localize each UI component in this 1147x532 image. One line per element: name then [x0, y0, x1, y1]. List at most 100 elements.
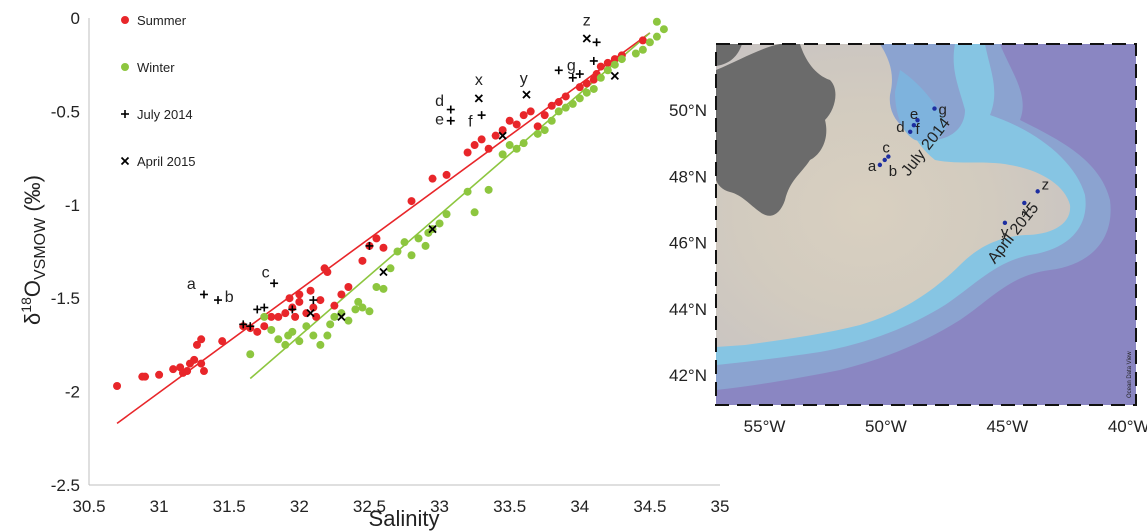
point-summer — [155, 370, 164, 379]
point-winter — [547, 116, 556, 125]
point-summer — [603, 58, 612, 67]
point-summer — [463, 148, 472, 157]
annotation-b: b — [225, 289, 234, 306]
map-lat-label: 50°N — [669, 101, 707, 120]
fit-line-summer — [116, 32, 651, 425]
point-summer — [582, 79, 591, 88]
station-dot — [915, 117, 920, 123]
y-tick-label: -1 — [65, 196, 80, 215]
x-tick-label: 34 — [570, 497, 589, 516]
point-summer — [337, 290, 346, 299]
point-winter — [596, 73, 605, 82]
point-summer — [407, 197, 416, 206]
fit-lines — [116, 32, 651, 425]
station-dot — [911, 122, 917, 128]
point-winter — [610, 60, 619, 69]
cross-mark-b — [120, 156, 130, 166]
point-winter — [498, 150, 507, 159]
point-winter — [554, 107, 563, 116]
x-tick-label: 35 — [711, 497, 730, 516]
cross-mark-b — [610, 71, 619, 81]
point-summer — [302, 309, 311, 318]
annotation-x: x — [475, 72, 483, 89]
map-credit: Ocean Data View — [1127, 351, 1133, 398]
station-label-z: z — [1042, 176, 1050, 193]
station-label-c: c — [882, 140, 890, 157]
point-winter — [638, 45, 647, 54]
map-lat-label: 42°N — [669, 366, 707, 385]
point-summer — [323, 268, 332, 277]
cross-mark-b — [582, 34, 591, 43]
annotation-z: z — [583, 12, 591, 29]
station-dot — [882, 157, 887, 163]
point-summer — [330, 301, 339, 310]
point-winter — [393, 247, 402, 256]
legend-marker — [121, 63, 129, 71]
annotation-c: c — [262, 265, 270, 282]
x-axis-label: Salinity — [369, 506, 440, 531]
x-tick-label: 30.5 — [72, 497, 105, 516]
map-lat-label: 44°N — [669, 300, 707, 319]
point-summer — [190, 355, 199, 364]
station-label-g: g — [938, 102, 946, 119]
station-label-x: x — [1022, 204, 1030, 221]
station-label-y: y — [1001, 224, 1009, 241]
point-winter — [386, 264, 395, 273]
point-summer — [312, 312, 321, 321]
point-winter — [351, 305, 360, 314]
point-summer — [372, 234, 381, 243]
point-winter — [519, 139, 528, 148]
x-tick-labels: 30.5 31 31.5 32 32.5 33 33.5 34 34.5 35 — [72, 497, 729, 516]
point-winter — [365, 307, 374, 316]
point-summer — [358, 256, 367, 265]
station-dot — [932, 106, 937, 111]
point-winter — [575, 94, 584, 103]
point-summer — [295, 290, 304, 299]
point-winter — [323, 331, 332, 340]
point-summer — [291, 312, 300, 321]
annotation-a: a — [187, 276, 196, 293]
x-tick-label: 31 — [150, 497, 169, 516]
map-lat-label: 46°N — [669, 234, 707, 253]
point-summer — [199, 367, 208, 376]
point-winter — [512, 144, 521, 153]
station-label-a: a — [868, 158, 877, 175]
point-winter — [326, 320, 335, 329]
scatter-axes — [88, 18, 720, 486]
cross-mark-b — [337, 312, 346, 322]
point-winter — [463, 187, 472, 196]
point-summer — [281, 309, 290, 318]
point-winter — [358, 303, 367, 312]
point-summer — [498, 126, 507, 135]
point-winter — [505, 141, 514, 150]
point-summer — [344, 282, 353, 291]
point-winter — [309, 331, 318, 340]
legend-label: April 2015 — [137, 154, 196, 169]
legend-marker — [121, 16, 129, 24]
point-summer — [316, 296, 325, 305]
y-tick-label: -2 — [65, 383, 80, 402]
point-winter — [533, 129, 542, 138]
map-lon-label: 50°W — [865, 417, 907, 436]
point-summer — [540, 111, 549, 120]
station-dot — [877, 162, 883, 168]
flemish-cap-basin — [895, 70, 946, 142]
point-summer — [295, 297, 304, 306]
station-label-b: b — [889, 163, 897, 180]
point-winter — [652, 32, 661, 41]
point-winter — [652, 17, 661, 26]
point-winter — [442, 210, 451, 219]
station-dot — [1002, 220, 1008, 226]
point-summer — [575, 83, 584, 92]
point-summer — [267, 312, 276, 321]
point-summer — [309, 303, 318, 312]
annotation-e: e — [435, 111, 444, 128]
point-winter — [295, 337, 304, 346]
point-winter — [400, 238, 409, 247]
point-winter — [603, 66, 612, 75]
point-summer — [561, 92, 570, 101]
x-tick-label: 34.5 — [633, 497, 666, 516]
point-winter — [316, 340, 325, 349]
point-summer — [442, 170, 451, 179]
point-summer — [197, 359, 206, 368]
